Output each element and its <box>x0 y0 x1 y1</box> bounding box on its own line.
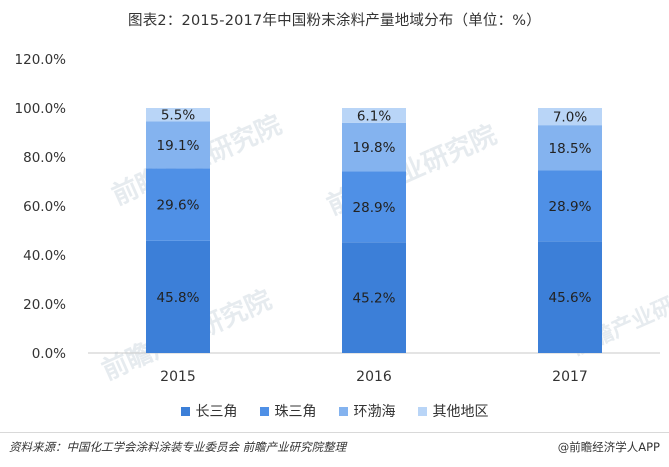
y-tick-label: 60.0% <box>23 199 66 215</box>
x-tick-label: 2015 <box>160 369 196 385</box>
data-label: 28.9% <box>549 199 592 215</box>
source-note: 资料来源：中国化工学会涂料涂装专业委员会 前瞻产业研究院整理 <box>9 440 347 454</box>
data-label: 18.5% <box>549 141 592 157</box>
data-label: 7.0% <box>553 110 587 126</box>
legend-label: 其他地区 <box>432 404 489 420</box>
y-tick-label: 0.0% <box>32 346 66 362</box>
chart-legend: 长三角 珠三角 环渤海 其他地区 <box>0 401 669 421</box>
x-tick-label: 2017 <box>552 369 588 385</box>
data-label: 29.6% <box>157 198 200 214</box>
data-label: 5.5% <box>161 108 195 124</box>
legend-item: 环渤海 <box>338 401 396 421</box>
bar-segment <box>146 240 210 353</box>
footer-divider <box>0 432 669 433</box>
bar-segment <box>342 122 406 172</box>
bar-segment <box>538 241 602 353</box>
legend-item: 长三角 <box>180 401 238 421</box>
bar-segment <box>538 125 602 171</box>
bar-segment <box>146 121 210 169</box>
bar-segment <box>342 108 406 123</box>
bar-segment <box>538 108 602 126</box>
data-label: 19.1% <box>157 138 200 154</box>
legend-swatch <box>338 406 348 416</box>
y-tick-label: 80.0% <box>23 150 66 166</box>
legend-swatch <box>180 406 190 416</box>
bar-segment <box>538 170 602 242</box>
legend-swatch <box>417 406 427 416</box>
data-label: 45.2% <box>353 291 396 307</box>
legend-label: 珠三角 <box>274 404 317 420</box>
y-tick-label: 120.0% <box>15 52 67 68</box>
legend-label: 长三角 <box>195 404 238 420</box>
bar-segment <box>146 108 210 122</box>
bar-segment <box>146 168 210 241</box>
legend-swatch <box>259 406 269 416</box>
data-label: 6.1% <box>357 108 391 124</box>
x-tick-label: 2016 <box>356 369 392 385</box>
legend-item: 其他地区 <box>417 401 489 421</box>
data-label: 45.8% <box>157 290 200 306</box>
y-tick-label: 20.0% <box>23 297 66 313</box>
bar-segment <box>342 171 406 243</box>
brand-credit: @前瞻经济学人APP <box>557 440 660 454</box>
chart-title: 图表2：2015-2017年中国粉末涂料产量地域分布（单位：%） <box>128 13 541 29</box>
legend-label: 环渤海 <box>353 404 396 420</box>
data-label: 28.9% <box>353 200 396 216</box>
data-label: 45.6% <box>549 290 592 306</box>
data-label: 19.8% <box>353 140 396 156</box>
legend-item: 珠三角 <box>259 401 317 421</box>
stacked-bar-chart: 0.0% 20.0% 40.0% 60.0% 80.0% 100.0% 120.0% 45.8… <box>15 52 660 385</box>
y-tick-label: 100.0% <box>15 101 67 117</box>
bar-segment <box>342 242 406 353</box>
y-tick-label: 40.0% <box>23 248 66 264</box>
